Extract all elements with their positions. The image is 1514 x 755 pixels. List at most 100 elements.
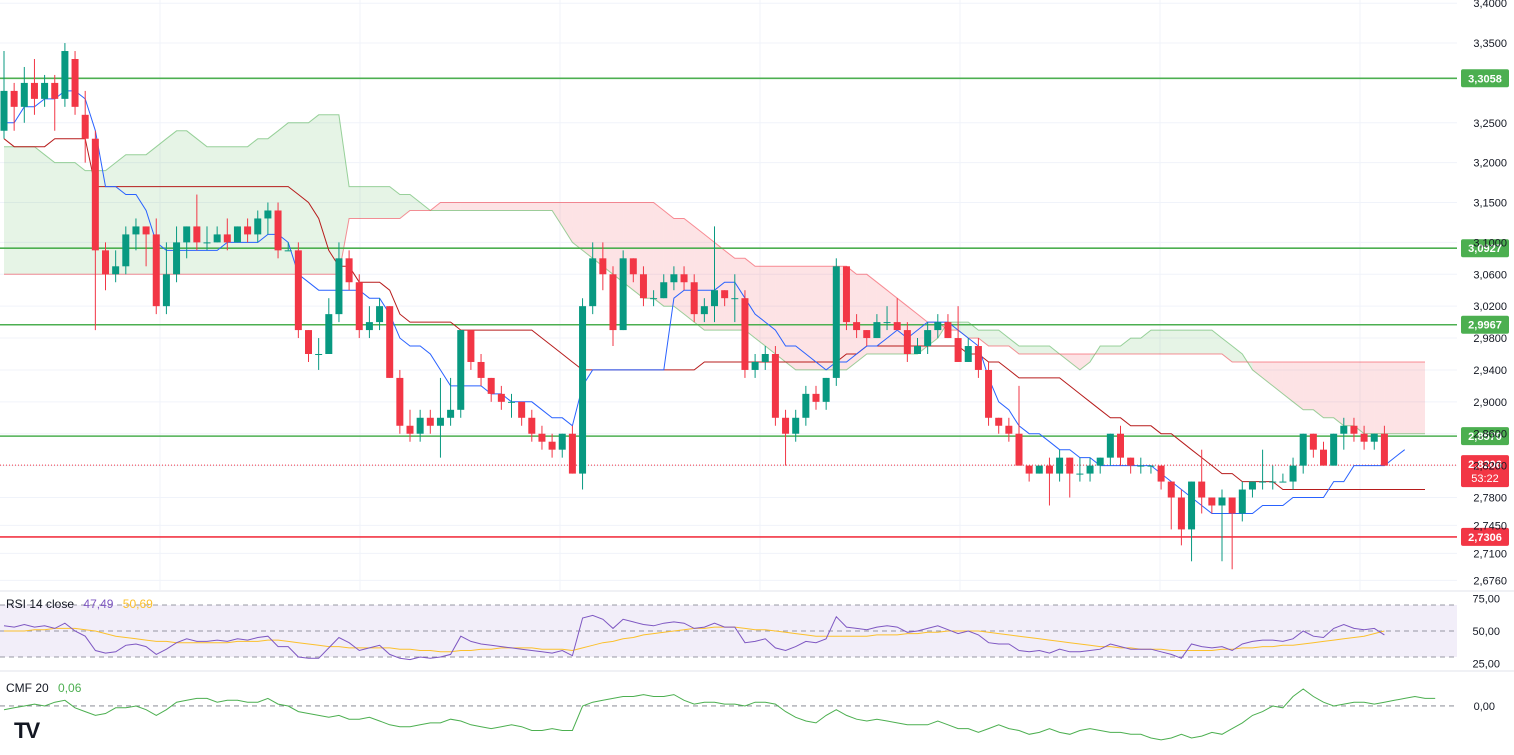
candle-body [609, 274, 617, 331]
candle-body [863, 330, 871, 339]
candle-body [467, 330, 475, 362]
cloud-segment [470, 202, 482, 211]
candle-body [1238, 489, 1246, 514]
cloud-segment [562, 202, 573, 243]
candle-body [1106, 433, 1114, 458]
rsi-tick-label: 25,00 [1472, 659, 1500, 671]
candle-body [1299, 433, 1307, 466]
candle-body [487, 377, 495, 394]
cloud-segment [1252, 361, 1263, 378]
candle-body [1248, 481, 1256, 490]
candle-body [152, 234, 160, 307]
cloud-segment [217, 146, 228, 275]
cloud-segment [1272, 361, 1283, 394]
candle-body [0, 90, 8, 131]
cloud-segment [968, 322, 979, 339]
candle-body [568, 433, 576, 474]
candle-body [1289, 465, 1297, 482]
candle-body [1198, 481, 1206, 498]
cloud-segment [288, 122, 299, 275]
cloud-segment [1039, 346, 1050, 354]
cloud-segment [1110, 346, 1121, 354]
candle-body [477, 361, 485, 378]
candle-body [974, 346, 982, 370]
candle-body [842, 266, 850, 323]
rsi-ma-value: 50,69 [122, 597, 153, 611]
cloud-segment [369, 186, 380, 219]
cloud-segment [328, 114, 339, 275]
cloud-segment [460, 202, 471, 211]
candle-body [944, 322, 952, 339]
cloud-segment [267, 130, 279, 275]
candle-body [1279, 481, 1287, 483]
candle-body [1076, 473, 1084, 475]
candle-body [1360, 433, 1368, 442]
cloud-segment [338, 114, 350, 275]
price-tick-label: 2,8200 [1473, 461, 1507, 473]
cmf-pane: 0,00 [0, 688, 1495, 741]
cloud-segment [1333, 361, 1344, 426]
cloud-segment [237, 146, 248, 275]
level-tag [1461, 527, 1509, 546]
pane-separators [0, 590, 1514, 672]
candle-body [132, 226, 140, 235]
cloud-segment [1008, 338, 1019, 354]
cloud-segment [1150, 330, 1162, 354]
cloud-segment [775, 266, 786, 362]
candle-body [680, 274, 688, 283]
cloud-segment [349, 186, 360, 219]
cloud-segment [1069, 354, 1080, 370]
candle-body [670, 274, 678, 283]
cloud-segment [359, 186, 370, 219]
candles [0, 43, 1388, 570]
cloud-segment [1079, 354, 1091, 370]
candle-body [447, 409, 455, 418]
candle-body [538, 433, 546, 442]
cmf-tick-label: 0,00 [1474, 701, 1495, 713]
candle-body [355, 282, 363, 331]
candle-body [771, 354, 779, 418]
price-tick-label: 2,7800 [1473, 493, 1507, 505]
cloud-segment [1343, 361, 1354, 426]
candle-body [1035, 465, 1043, 474]
candle-body [589, 258, 597, 307]
candle-body [51, 82, 59, 99]
cloud-segment [75, 162, 86, 275]
cloud-segment [1171, 330, 1182, 354]
candle-body [700, 306, 708, 315]
candle-body [365, 322, 373, 331]
cloud-segment [1353, 361, 1365, 434]
cloud-segment [318, 114, 329, 275]
level-label: 3,0927 [1468, 243, 1502, 255]
candle-body [528, 417, 536, 434]
candle-body [1066, 457, 1074, 474]
cloud-segment [196, 138, 207, 275]
candle-body [518, 401, 526, 418]
candle-body [284, 250, 292, 252]
cloud-segment [572, 202, 583, 251]
cloud-segment [1394, 361, 1405, 434]
cloud-segment [440, 202, 451, 211]
horizontal-levels: 3,3058 3,0927 2,9967 2,8570 2,7306 2,8206 53:2… [0, 69, 1509, 546]
candle-body [305, 330, 312, 354]
candle-body [162, 274, 170, 307]
candle-body [802, 393, 810, 418]
cloud-segment [856, 274, 867, 362]
cloud-segment [552, 202, 563, 227]
candle-body [213, 234, 221, 243]
price-tick-label: 3,2500 [1473, 118, 1507, 130]
candle-body [233, 226, 241, 243]
candle-body [792, 417, 800, 434]
cloud-segment [247, 138, 258, 275]
cloud-segment [653, 202, 664, 307]
cloud-segment [531, 202, 542, 211]
rsi-legend: RSI 14 close 47,49 50,69 [6, 597, 159, 611]
cloud-segment [1313, 361, 1324, 418]
current-price-label: 2,8206 [1468, 459, 1502, 471]
cloud-segment [389, 186, 400, 219]
candle-body [1025, 465, 1033, 474]
cloud-segment [1019, 346, 1030, 354]
cloud-segment [1323, 361, 1334, 418]
candle-body [71, 59, 79, 107]
